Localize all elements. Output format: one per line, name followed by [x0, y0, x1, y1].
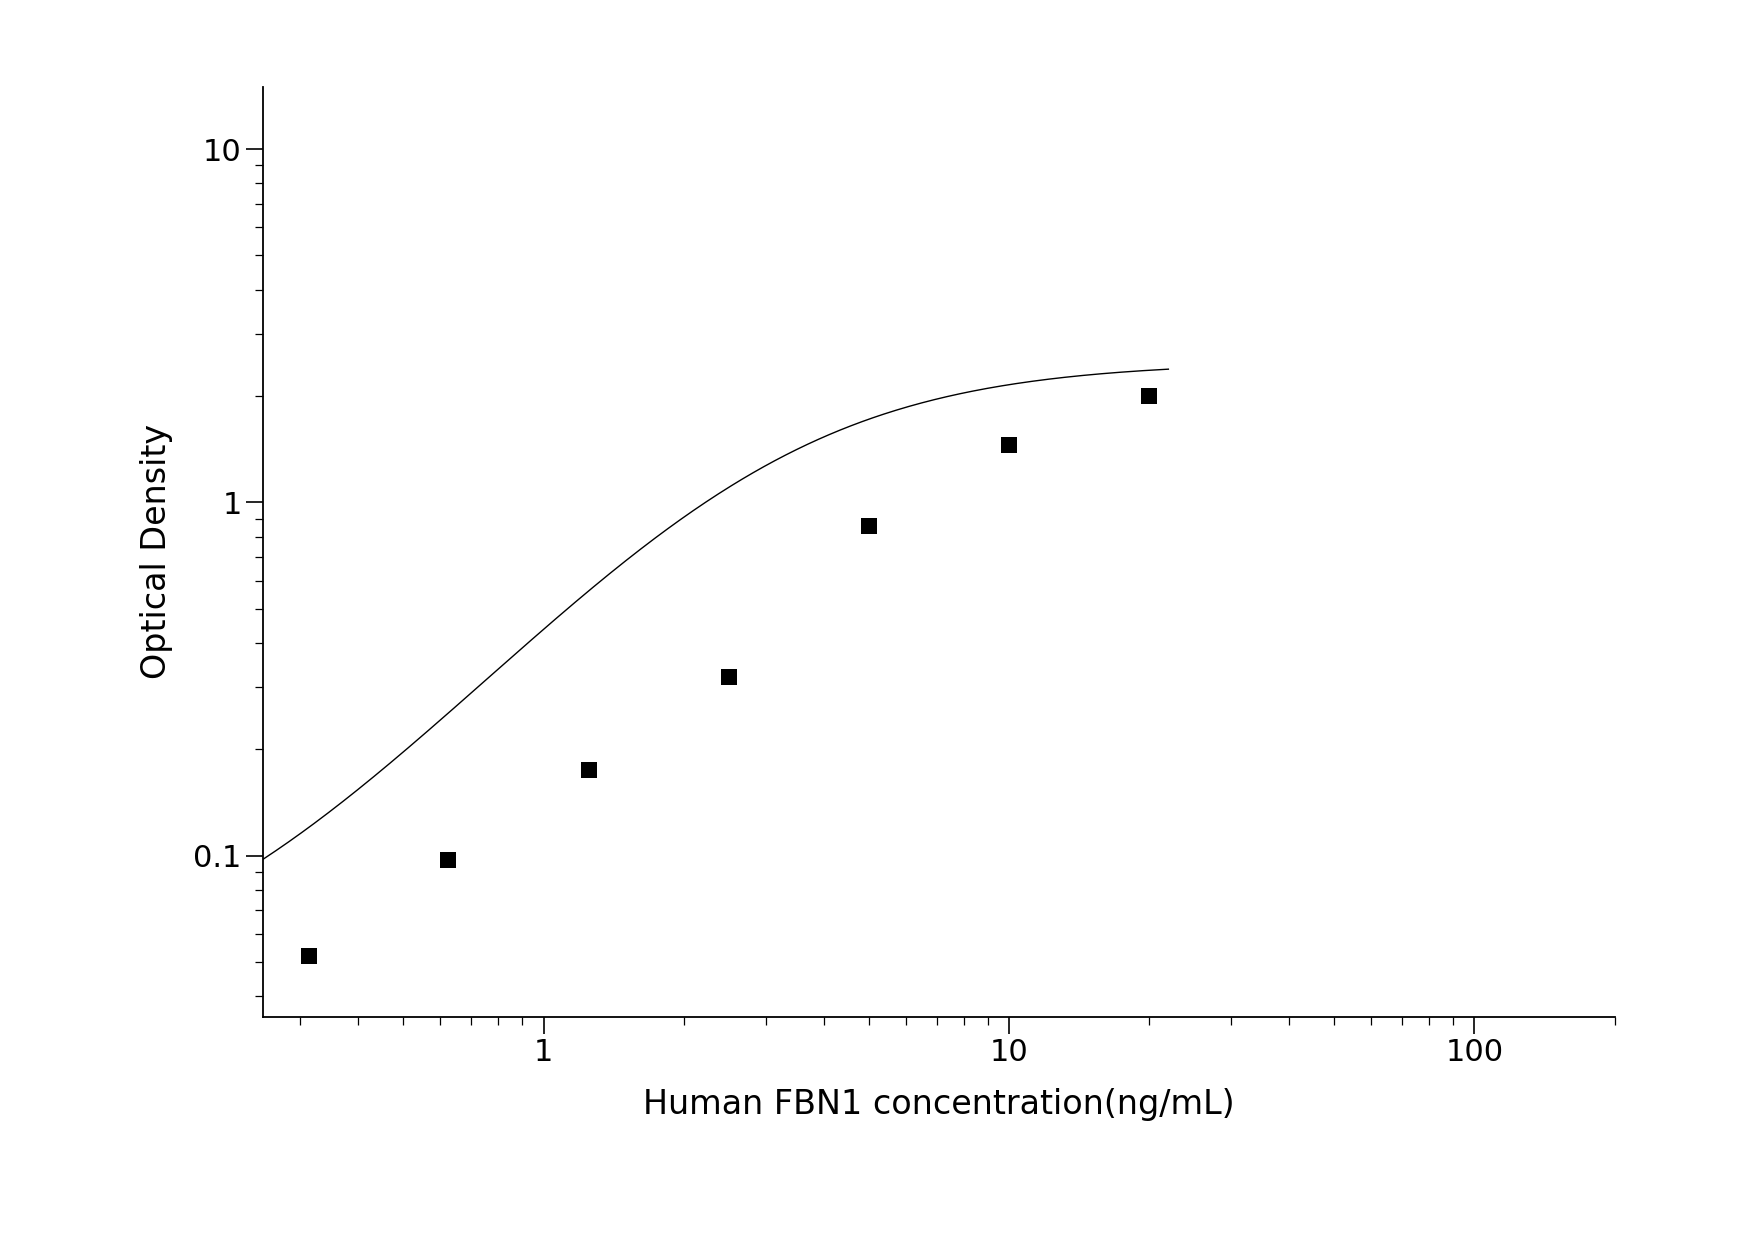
Point: [295, 946, 323, 966]
Point: [714, 667, 742, 687]
X-axis label: Human FBN1 concentration(ng/mL): Human FBN1 concentration(ng/mL): [642, 1089, 1236, 1121]
Point: [855, 516, 883, 536]
Point: [435, 851, 463, 870]
Point: [1135, 386, 1164, 405]
Point: [995, 435, 1023, 455]
Point: [574, 760, 602, 780]
Y-axis label: Optical Density: Optical Density: [139, 424, 172, 680]
